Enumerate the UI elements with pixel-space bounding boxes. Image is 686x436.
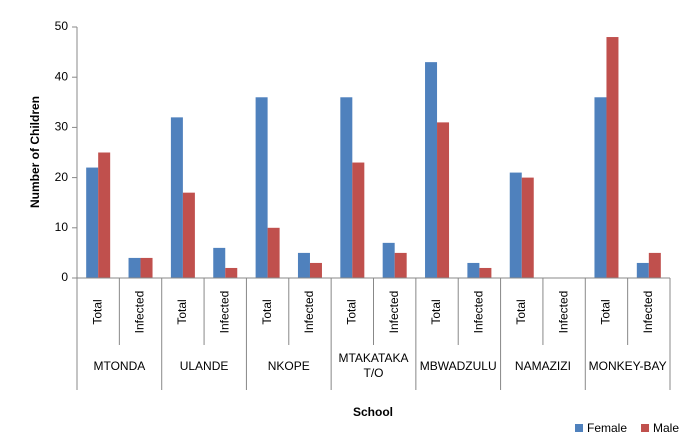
bar xyxy=(297,252,310,278)
group-label: MTONDA xyxy=(93,358,146,373)
legend-swatch xyxy=(641,424,650,432)
x-tick-label: Infected xyxy=(387,291,401,334)
bar xyxy=(437,122,450,278)
x-tick-label: Infected xyxy=(217,291,231,334)
y-tick-label: 30 xyxy=(55,120,69,134)
bar xyxy=(182,192,195,278)
x-tick-label: Infected xyxy=(133,291,147,334)
x-tick-label: Infected xyxy=(472,291,486,334)
y-tick-label: 20 xyxy=(55,170,69,184)
x-tick-label: Total xyxy=(175,299,189,324)
bar xyxy=(606,37,619,278)
group-label: MTAKATAKA T/O xyxy=(338,351,409,380)
bar xyxy=(352,162,365,278)
x-tick-label: Total xyxy=(429,299,443,324)
bar xyxy=(267,227,280,278)
bar xyxy=(382,242,395,278)
bar xyxy=(479,267,492,278)
x-tick-label: Infected xyxy=(302,291,316,334)
bar xyxy=(467,262,480,278)
bar xyxy=(98,152,111,278)
legend-label: Female xyxy=(587,421,627,435)
bar xyxy=(636,262,649,278)
bar xyxy=(394,252,407,278)
y-tick-label: 0 xyxy=(61,270,68,284)
x-tick-label: Total xyxy=(514,299,528,324)
bar xyxy=(340,97,353,278)
bar xyxy=(648,252,661,278)
bar xyxy=(140,257,153,278)
x-tick-label: Infected xyxy=(641,291,655,334)
bar xyxy=(170,117,183,278)
x-tick-label: Total xyxy=(344,299,358,324)
y-tick-label: 10 xyxy=(55,220,69,234)
x-tick-label: Total xyxy=(260,299,274,324)
bar xyxy=(594,97,607,278)
group-label: MONKEY-BAY xyxy=(588,358,667,373)
legend-swatch xyxy=(575,424,583,432)
group-label: ULANDE xyxy=(179,358,229,373)
x-tick-label: Total xyxy=(599,299,613,324)
x-tick-label: Total xyxy=(90,299,104,324)
y-tick-label: 50 xyxy=(55,19,69,33)
group-label: MBWADZULU xyxy=(419,358,497,373)
bar xyxy=(425,62,438,278)
y-tick-label: 40 xyxy=(55,69,69,83)
y-axis-title: Number of Children xyxy=(28,96,42,208)
bar xyxy=(213,247,226,278)
x-axis-title: School xyxy=(353,405,393,419)
legend-label: Male xyxy=(653,421,679,435)
bar xyxy=(128,257,141,278)
bar xyxy=(225,267,238,278)
group-label: NKOPE xyxy=(267,358,310,373)
bar xyxy=(86,167,99,278)
x-tick-label: Infected xyxy=(556,291,570,334)
bar xyxy=(309,262,322,278)
bar xyxy=(509,172,522,278)
group-label: NAMAZIZI xyxy=(514,358,571,373)
bar xyxy=(521,177,534,278)
bar xyxy=(255,97,268,278)
